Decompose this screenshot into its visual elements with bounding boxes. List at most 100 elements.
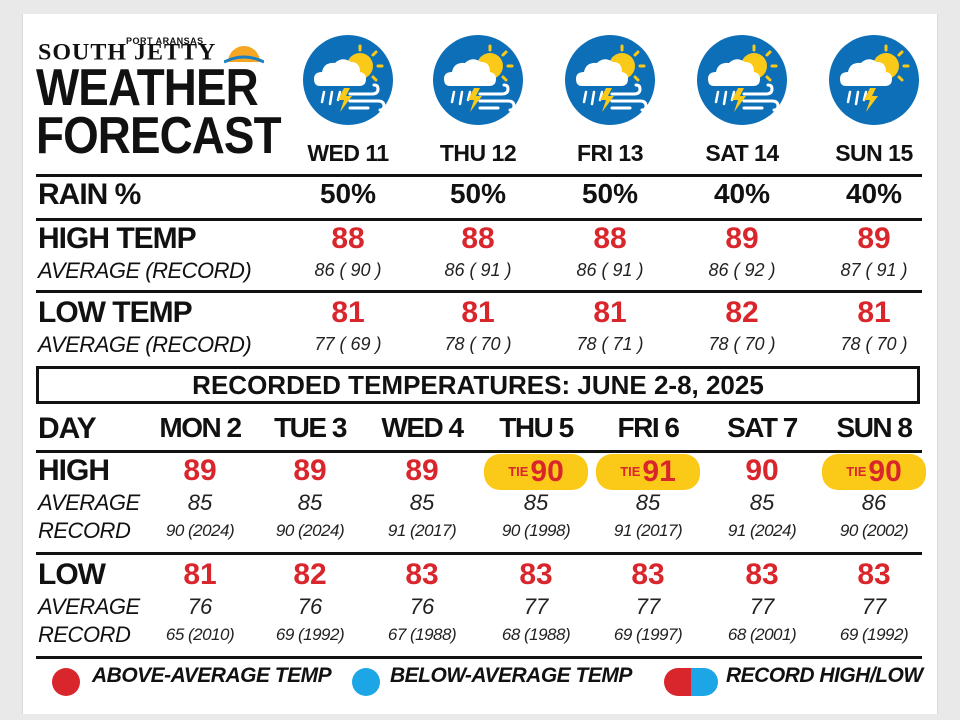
recorded-high-temp: 90 <box>745 454 779 487</box>
forecast-low-temp: 81 <box>593 296 627 329</box>
forecast-high-temp: 88 <box>331 222 365 255</box>
recorded-low-record: 69 (1992) <box>839 625 909 644</box>
tie-label: TIE <box>508 464 529 479</box>
brand-subtitle: PORT ARANSAS <box>126 36 204 46</box>
recorded-low-label: LOW <box>38 558 106 591</box>
forecast-high-temp: 89 <box>857 222 891 255</box>
forecast-day-label: THU 12 <box>439 140 517 166</box>
rain-chance: 40% <box>713 178 771 209</box>
forecast-day-column <box>550 34 670 126</box>
legend-record: RECORD HIGH/LOW <box>726 664 923 687</box>
recorded-day-label: SAT 7 <box>727 412 798 443</box>
recorded-high-average: 85 <box>523 490 549 515</box>
tie-pill: TIE90 <box>822 454 926 490</box>
title-forecast: FORECAST <box>36 107 282 165</box>
recorded-high-record: 91 (2017) <box>613 521 683 540</box>
recorded-low-record: 65 (2010) <box>165 625 235 644</box>
recorded-day-label: WED 4 <box>381 412 464 443</box>
recorded-high-record-label: RECORD <box>38 518 131 543</box>
forecast-low-temp: 82 <box>725 296 759 329</box>
rain-chance: 40% <box>845 178 903 209</box>
recorded-day-label: SUN 8 <box>836 412 913 443</box>
above-average-dot-icon <box>52 668 80 696</box>
below-average-dot-icon <box>352 668 380 696</box>
day-label: DAY <box>38 412 97 445</box>
rain-chance: 50% <box>449 178 507 209</box>
forecast-day-label: SUN 15 <box>835 140 913 166</box>
recorded-day-label: THU 5 <box>499 412 574 443</box>
forecast-high-temp: 88 <box>593 222 627 255</box>
rain-chance: 50% <box>319 178 377 209</box>
recorded-low-average: 76 <box>297 594 323 619</box>
recorded-high-temp: 89 <box>293 454 327 487</box>
forecast-low-avg-record: 78 ( 70 ) <box>444 334 512 354</box>
storm-wind-sun-icon <box>696 34 788 126</box>
storm-wind-sun-icon <box>564 34 656 126</box>
recorded-low-record-label: RECORD <box>38 622 131 647</box>
forecast-low-temp: 81 <box>857 296 891 329</box>
recorded-banner: RECORDED TEMPERATURES: JUNE 2-8, 2025 <box>36 366 920 404</box>
high-avg-record-label: AVERAGE (RECORD) <box>38 258 252 283</box>
forecast-low-temp: 81 <box>461 296 495 329</box>
recorded-high-record: 91 (2017) <box>387 521 457 540</box>
forecast-high-avg-record: 86 ( 90 ) <box>314 260 382 280</box>
tie-pill: TIE91 <box>596 454 700 490</box>
recorded-low-record: 69 (1997) <box>613 625 683 644</box>
tie-label: TIE <box>846 464 867 479</box>
recorded-low-average: 76 <box>409 594 435 619</box>
recorded-high-average: 85 <box>749 490 775 515</box>
recorded-day-label: TUE 3 <box>274 412 347 443</box>
forecast-high-temp: 88 <box>461 222 495 255</box>
low-avg-record-label: AVERAGE (RECORD) <box>38 332 252 357</box>
tie-label: TIE <box>620 464 641 479</box>
storm-sun-icon <box>828 34 920 126</box>
brand-logo: PORT ARANSAS SOUTH JETTY <box>36 36 266 66</box>
recorded-high-average: 85 <box>409 490 435 515</box>
recorded-day-label: MON 2 <box>159 412 242 443</box>
divider <box>36 656 922 659</box>
forecast-high-avg-record: 86 ( 91 ) <box>576 260 644 280</box>
recorded-low-record: 68 (1988) <box>501 625 571 644</box>
divider <box>36 450 922 453</box>
recorded-high-average-label: AVERAGE <box>38 490 140 515</box>
high-temp-label: HIGH TEMP <box>38 222 197 255</box>
recorded-high-average: 85 <box>297 490 323 515</box>
tie-record-badge: TIE90 <box>481 454 591 490</box>
recorded-low-average: 77 <box>749 594 775 619</box>
brand-name: SOUTH JETTY <box>38 40 217 66</box>
recorded-high-label: HIGH <box>38 454 110 487</box>
recorded-high-record: 90 (1998) <box>501 521 571 540</box>
recorded-high-temp: 89 <box>405 454 439 487</box>
sunset-icon <box>224 46 264 64</box>
recorded-high-temp: 90 <box>530 455 564 488</box>
forecast-day-column <box>418 34 538 126</box>
forecast-high-avg-record: 86 ( 91 ) <box>444 260 512 280</box>
recorded-high-record: 90 (2024) <box>165 521 235 540</box>
recorded-low-temp: 82 <box>293 558 327 591</box>
storm-wind-sun-icon <box>432 34 524 126</box>
forecast-day-column <box>814 34 934 126</box>
forecast-day-label: WED 11 <box>307 140 389 166</box>
recorded-day-label: FRI 6 <box>617 412 680 443</box>
recorded-high-temp: 89 <box>183 454 217 487</box>
tie-record-badge: TIE91 <box>593 454 703 490</box>
forecast-low-avg-record: 78 ( 70 ) <box>708 334 776 354</box>
legend-below-average: BELOW-AVERAGE TEMP <box>390 664 632 687</box>
recorded-high-average: 85 <box>187 490 213 515</box>
recorded-high-record: 91 (2024) <box>727 521 797 540</box>
divider <box>36 174 922 177</box>
recorded-low-temp: 83 <box>857 558 891 591</box>
recorded-low-temp: 81 <box>183 558 217 591</box>
divider <box>36 218 922 221</box>
forecast-high-temp: 89 <box>725 222 759 255</box>
rain-label: RAIN % <box>38 178 141 211</box>
legend-above-average: ABOVE-AVERAGE TEMP <box>92 664 332 687</box>
forecast-low-temp: 81 <box>331 296 365 329</box>
recorded-high-record: 90 (2024) <box>275 521 345 540</box>
forecast-high-avg-record: 86 ( 92 ) <box>708 260 776 280</box>
recorded-low-average-label: AVERAGE <box>38 594 140 619</box>
rain-chance: 50% <box>581 178 639 209</box>
forecast-day-column <box>288 34 408 126</box>
recorded-high-temp: 91 <box>642 455 676 488</box>
